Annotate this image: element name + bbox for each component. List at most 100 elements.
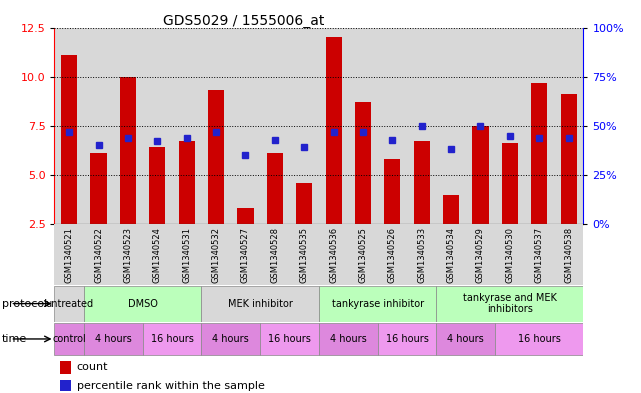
Text: GSM1340522: GSM1340522 <box>94 227 103 283</box>
Bar <box>120 77 136 224</box>
Text: MEK inhibitor: MEK inhibitor <box>228 299 292 309</box>
Bar <box>348 28 378 224</box>
Bar <box>495 224 524 285</box>
Bar <box>524 28 554 224</box>
Bar <box>142 224 172 285</box>
Text: GSM1340526: GSM1340526 <box>388 227 397 283</box>
Bar <box>443 195 459 224</box>
Bar <box>201 224 231 285</box>
Bar <box>495 28 524 224</box>
Text: control: control <box>53 334 86 344</box>
Text: DMSO: DMSO <box>128 299 158 309</box>
Bar <box>348 224 378 285</box>
Text: tankyrase inhibitor: tankyrase inhibitor <box>331 299 424 309</box>
Bar <box>554 224 583 285</box>
Text: 4 hours: 4 hours <box>212 334 249 344</box>
Bar <box>296 183 312 224</box>
Bar <box>237 208 254 224</box>
Text: percentile rank within the sample: percentile rank within the sample <box>77 380 265 391</box>
Bar <box>172 28 201 224</box>
Bar <box>378 224 407 285</box>
Bar <box>60 380 71 391</box>
Bar <box>524 224 554 285</box>
Bar <box>201 323 260 355</box>
Text: GSM1340528: GSM1340528 <box>271 227 279 283</box>
Text: tankyrase and MEK
inhibitors: tankyrase and MEK inhibitors <box>463 293 557 314</box>
Bar <box>60 360 71 374</box>
Text: 16 hours: 16 hours <box>518 334 561 344</box>
Bar <box>502 143 518 224</box>
Bar <box>172 224 201 285</box>
Bar <box>201 28 231 224</box>
Text: 4 hours: 4 hours <box>447 334 484 344</box>
Bar <box>179 141 195 224</box>
Bar <box>319 323 378 355</box>
Text: GSM1340538: GSM1340538 <box>564 227 573 283</box>
Bar <box>378 28 407 224</box>
Bar <box>142 323 201 355</box>
Bar <box>384 159 401 224</box>
Text: 4 hours: 4 hours <box>330 334 367 344</box>
Text: 16 hours: 16 hours <box>386 334 428 344</box>
Bar <box>437 224 466 285</box>
Bar <box>142 28 172 224</box>
Bar <box>84 28 113 224</box>
Bar <box>319 286 437 321</box>
Bar <box>54 323 84 355</box>
Bar <box>407 224 437 285</box>
Text: GSM1340527: GSM1340527 <box>241 227 250 283</box>
Text: protocol: protocol <box>2 299 47 309</box>
Text: GSM1340529: GSM1340529 <box>476 227 485 283</box>
Bar <box>260 224 290 285</box>
Bar <box>61 55 78 224</box>
Bar <box>326 37 342 224</box>
Bar <box>355 102 371 224</box>
Bar <box>495 323 583 355</box>
Text: GSM1340533: GSM1340533 <box>417 227 426 283</box>
Bar <box>413 141 430 224</box>
Bar <box>231 224 260 285</box>
Text: GSM1340523: GSM1340523 <box>124 227 133 283</box>
Text: 16 hours: 16 hours <box>151 334 194 344</box>
Bar <box>267 153 283 224</box>
Bar <box>90 153 106 224</box>
Bar <box>554 28 583 224</box>
Bar <box>113 28 142 224</box>
Bar <box>84 323 142 355</box>
Bar <box>290 224 319 285</box>
Text: untreated: untreated <box>45 299 93 309</box>
Bar <box>290 28 319 224</box>
Text: 16 hours: 16 hours <box>268 334 311 344</box>
Bar <box>54 28 84 224</box>
Text: time: time <box>2 334 27 344</box>
Bar <box>201 286 319 321</box>
Bar <box>84 224 113 285</box>
Bar <box>149 147 165 224</box>
Bar <box>54 224 84 285</box>
Bar <box>378 323 437 355</box>
Bar <box>260 28 290 224</box>
Bar <box>466 28 495 224</box>
Text: GSM1340536: GSM1340536 <box>329 227 338 283</box>
Text: GSM1340535: GSM1340535 <box>300 227 309 283</box>
Text: GSM1340521: GSM1340521 <box>65 227 74 283</box>
Bar <box>437 28 466 224</box>
Bar <box>260 323 319 355</box>
Text: GSM1340530: GSM1340530 <box>505 227 514 283</box>
Bar <box>54 286 84 321</box>
Bar <box>208 90 224 224</box>
Bar <box>472 126 488 224</box>
Text: GSM1340537: GSM1340537 <box>535 227 544 283</box>
Bar <box>407 28 437 224</box>
Text: 4 hours: 4 hours <box>95 334 131 344</box>
Text: GSM1340524: GSM1340524 <box>153 227 162 283</box>
Bar <box>437 323 495 355</box>
Bar <box>466 224 495 285</box>
Bar <box>231 28 260 224</box>
Bar <box>113 224 142 285</box>
Text: GSM1340532: GSM1340532 <box>212 227 221 283</box>
Bar <box>84 286 201 321</box>
Text: count: count <box>77 362 108 372</box>
Text: GDS5029 / 1555006_at: GDS5029 / 1555006_at <box>163 14 324 28</box>
Bar <box>319 28 348 224</box>
